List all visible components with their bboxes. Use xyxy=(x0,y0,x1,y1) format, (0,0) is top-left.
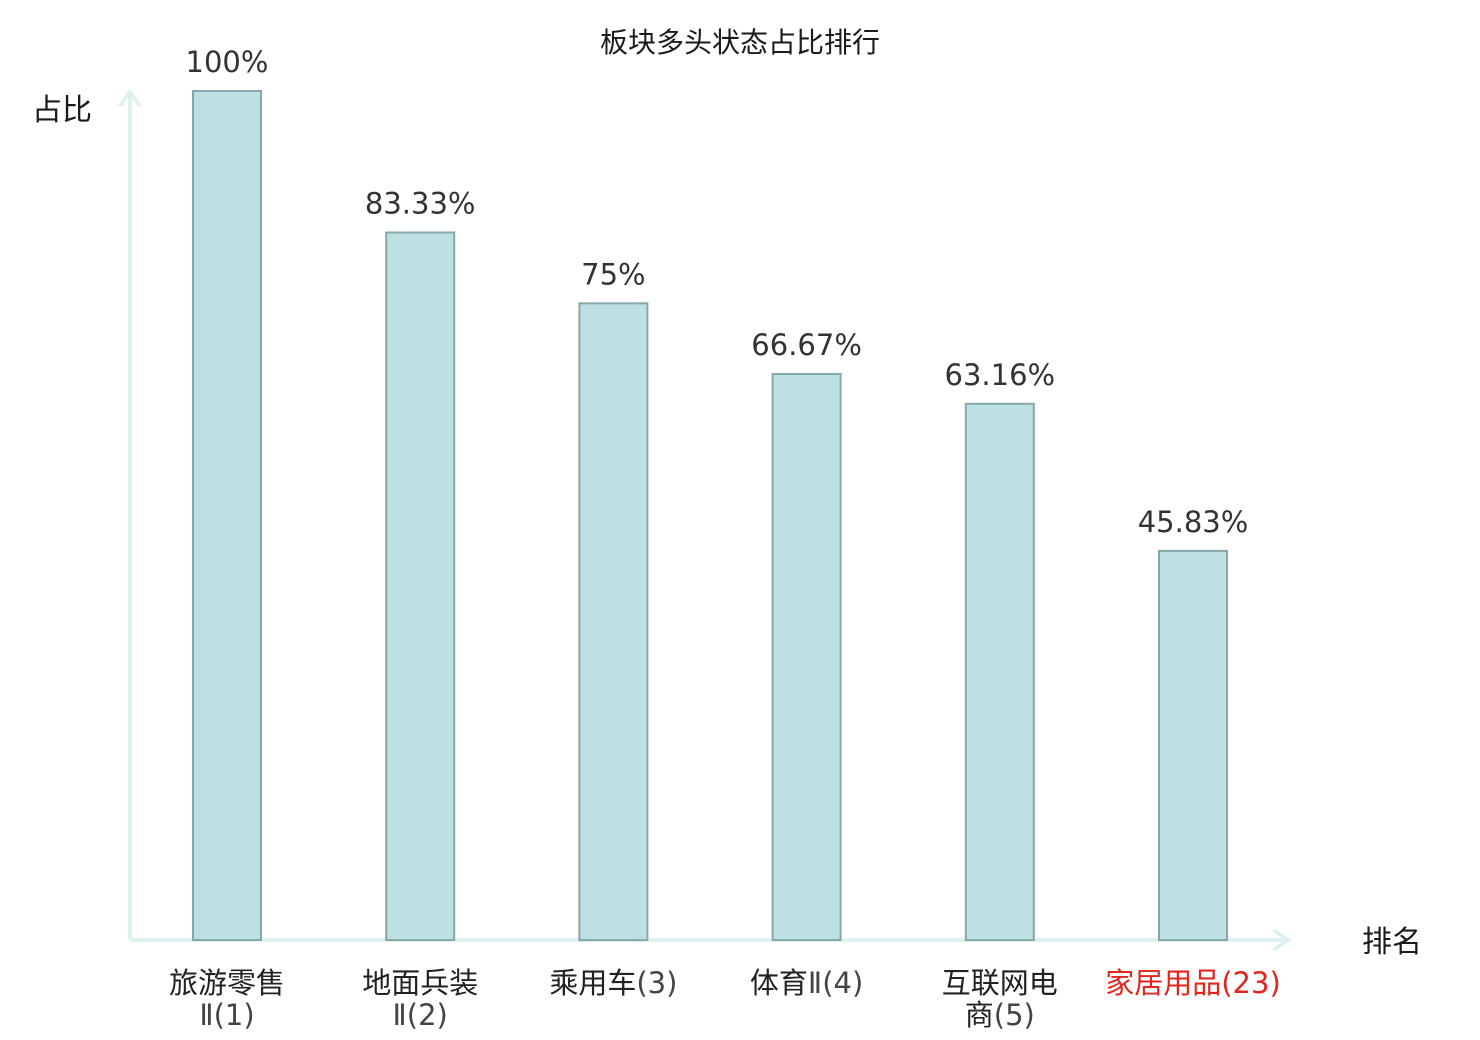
x-tick-label: 互联网电商(5) xyxy=(942,966,1058,1032)
bar xyxy=(964,402,1035,941)
y-axis-label: 占比 xyxy=(32,93,92,128)
bar xyxy=(385,231,456,941)
x-tick-label: 旅游零售 Ⅱ(1) xyxy=(169,966,285,1032)
data-label: 100% xyxy=(186,45,269,79)
data-label: 63.16% xyxy=(945,358,1056,392)
data-label: 45.83% xyxy=(1138,505,1249,539)
y-axis-arrow-icon xyxy=(118,88,142,108)
category-labels: 旅游零售 Ⅱ(1) 地面兵装 Ⅱ(2) 乘用车(3) 体育Ⅱ(4) 互联网电商(5) 家居用品… xyxy=(169,966,1281,1032)
chart-title: 板块多头状态占比排行 xyxy=(600,26,880,59)
x-tick-label: 乘用车(3) xyxy=(549,966,677,1000)
bar xyxy=(1158,549,1228,942)
x-tick-label: 体育Ⅱ(4) xyxy=(750,966,863,1000)
bar xyxy=(771,373,842,941)
bar xyxy=(192,90,262,941)
data-label: 83.33% xyxy=(365,187,476,221)
bar-series xyxy=(192,90,1228,942)
data-label: 66.67% xyxy=(751,328,862,362)
data-label: 75% xyxy=(581,257,645,291)
x-tick-label: 家居用品(23) xyxy=(1105,966,1281,1000)
data-labels: 100% 83.33% 75% 66.67% 63.16% 45.83% xyxy=(186,45,1249,539)
x-axis-label: 排名 xyxy=(1362,925,1422,960)
bar xyxy=(578,302,649,942)
x-tick-label: 地面兵装 Ⅱ(2) xyxy=(362,966,478,1032)
x-axis-arrow-icon xyxy=(1272,928,1292,952)
axes xyxy=(118,88,1292,952)
